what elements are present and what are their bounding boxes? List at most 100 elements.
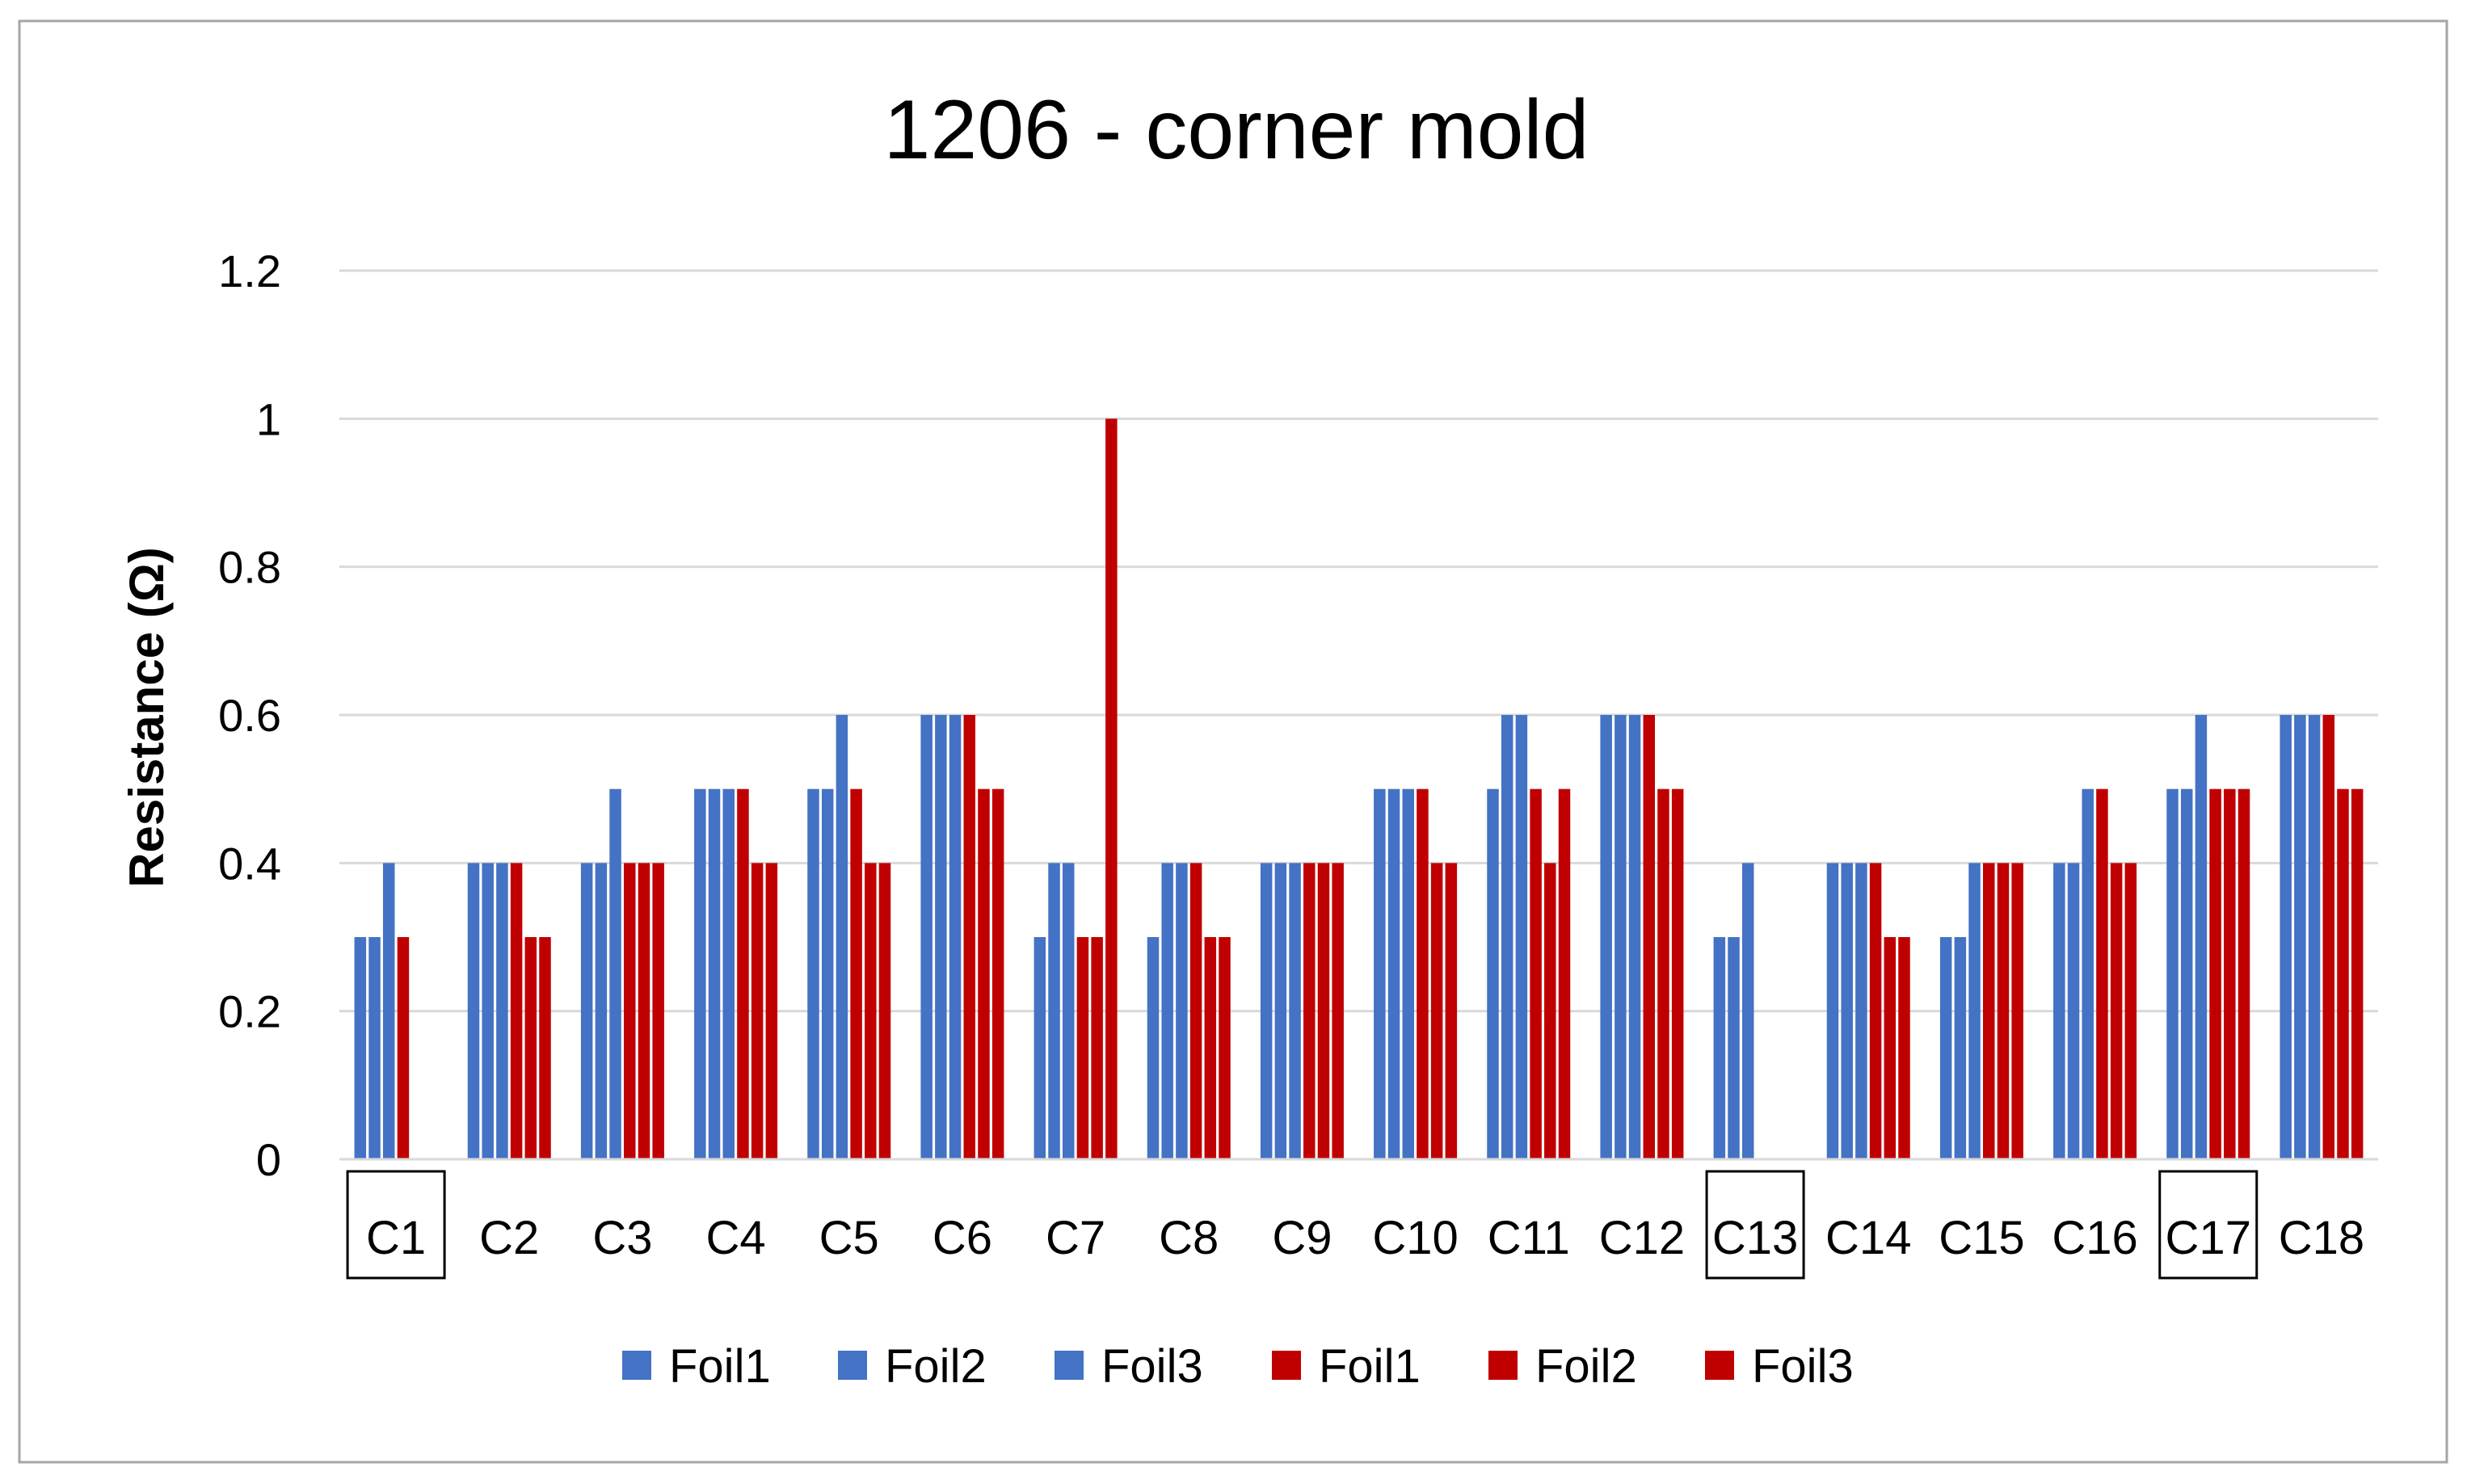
- bar-c12-series-2: [1614, 715, 1627, 1159]
- x-category-label: C6: [932, 1212, 992, 1264]
- bar-c15-series-5: [1997, 863, 2010, 1159]
- bar-c12-series-3: [1628, 715, 1641, 1159]
- bar-c10-series-4: [1417, 788, 1429, 1159]
- x-category-label: C17: [2166, 1212, 2251, 1264]
- bar-c13-series-3: [1741, 863, 1754, 1159]
- category-highlight-box: [346, 1170, 446, 1280]
- x-axis-categories: C1 C2 C3 C4 C5 C6 C7 C8 C9 C10 C11 C12 C13 C14 C15 C16 C…: [346, 1170, 2364, 1280]
- bar-c3-series-4: [624, 863, 636, 1159]
- x-category-label: C7: [1046, 1212, 1105, 1264]
- bar-c13-series-2: [1728, 937, 1740, 1159]
- bar-c2-series-6: [539, 937, 551, 1159]
- legend-label: Foil1: [1319, 1340, 1421, 1393]
- bar-c18-series-6: [2351, 788, 2364, 1159]
- x-category-label: C18: [2279, 1212, 2364, 1264]
- y-tick-label: 0.6: [218, 690, 281, 741]
- chart-border: [18, 19, 2448, 1464]
- bar-c2-series-4: [510, 863, 523, 1159]
- bar-c12-series-5: [1657, 788, 1669, 1159]
- y-axis-label: Resistance (Ω): [120, 547, 174, 888]
- bar-c1-series-3: [382, 863, 395, 1159]
- y-tick-label: 0.4: [218, 838, 281, 889]
- bar-c6-series-3: [949, 715, 962, 1159]
- bar-c11-series-4: [1530, 788, 1542, 1159]
- bar-c18-series-1: [2280, 715, 2292, 1159]
- bar-c14-series-3: [1855, 863, 1867, 1159]
- bar-c18-series-3: [2308, 715, 2321, 1159]
- bar-c9-series-3: [1289, 863, 1301, 1159]
- bar-c16-series-6: [2124, 863, 2137, 1159]
- category-highlight-box: [1705, 1170, 1805, 1280]
- legend-swatch: [1488, 1351, 1518, 1380]
- bar-c10-series-3: [1402, 788, 1414, 1159]
- bar-c11-series-5: [1544, 863, 1556, 1159]
- category-highlight-box: [2158, 1170, 2259, 1280]
- bar-c6-series-4: [963, 715, 976, 1159]
- bar-c12-series-1: [1600, 715, 1612, 1159]
- bar-c15-series-6: [2011, 863, 2023, 1159]
- bar-c1-series-2: [368, 937, 381, 1159]
- x-category-label: C13: [1712, 1212, 1798, 1264]
- bar-c8-series-4: [1189, 863, 1202, 1159]
- bar-c6-series-5: [978, 788, 990, 1159]
- legend: Foil1 Foil2 Foil3 Foil1 Foil2 Foil3: [622, 1340, 1854, 1393]
- bar-c4-series-5: [751, 863, 764, 1159]
- bar-c5-series-5: [865, 863, 877, 1159]
- bar-c10-series-5: [1430, 863, 1443, 1159]
- bar-c9-series-1: [1260, 863, 1273, 1159]
- bar-c7-series-2: [1048, 863, 1060, 1159]
- bar-c17-series-3: [2195, 715, 2208, 1159]
- y-tick-label: 1.2: [218, 246, 281, 296]
- bar-c16-series-3: [2082, 788, 2094, 1159]
- y-tick-label: 1: [256, 393, 281, 444]
- x-category-label: C12: [1599, 1212, 1685, 1264]
- bar-c7-series-6: [1105, 418, 1118, 1159]
- bar-c11-series-3: [1515, 715, 1528, 1159]
- bars: [354, 418, 2364, 1159]
- bar-c13-series-1: [1713, 937, 1726, 1159]
- bar-c2-series-1: [467, 863, 480, 1159]
- x-category-label: C11: [1488, 1212, 1570, 1264]
- bar-c14-series-1: [1826, 863, 1839, 1159]
- bar-c1-series-4: [397, 937, 410, 1159]
- bar-c8-series-6: [1219, 937, 1231, 1159]
- bar-c10-series-1: [1374, 788, 1386, 1159]
- bar-c15-series-2: [1954, 937, 1967, 1159]
- x-category-label: C2: [479, 1212, 539, 1264]
- legend-swatch: [1055, 1351, 1084, 1380]
- bar-c12-series-6: [1671, 788, 1684, 1159]
- legend-swatch: [622, 1351, 651, 1380]
- bar-c11-series-6: [1558, 788, 1571, 1159]
- bar-c9-series-2: [1274, 863, 1287, 1159]
- bar-c17-series-4: [2209, 788, 2221, 1159]
- legend-label: Foil3: [1752, 1340, 1854, 1393]
- x-category-label: C5: [819, 1212, 879, 1264]
- bar-c5-series-4: [850, 788, 862, 1159]
- bar-c15-series-4: [1983, 863, 1995, 1159]
- bar-c18-series-5: [2337, 788, 2349, 1159]
- gridlines: [339, 269, 2378, 1013]
- bar-c3-series-5: [638, 863, 650, 1159]
- bar-c17-series-6: [2238, 788, 2250, 1159]
- x-category-label: C9: [1272, 1212, 1332, 1264]
- x-category-label: C16: [2052, 1212, 2137, 1264]
- x-category-label: C3: [592, 1212, 652, 1264]
- bar-c18-series-4: [2322, 715, 2335, 1159]
- bar-c18-series-2: [2294, 715, 2306, 1159]
- y-axis-ticks: 0 0.2 0.4 0.6 0.8 1 1.2: [218, 246, 281, 1185]
- bar-c7-series-1: [1034, 937, 1046, 1159]
- bar-c17-series-5: [2224, 788, 2236, 1159]
- bar-c3-series-2: [595, 863, 608, 1159]
- bar-c9-series-5: [1317, 863, 1330, 1159]
- chart-title: 1206 - corner mold: [884, 83, 1589, 177]
- bar-c14-series-6: [1898, 937, 1910, 1159]
- bar-c9-series-4: [1303, 863, 1316, 1159]
- bar-c7-series-5: [1091, 937, 1103, 1159]
- bar-c3-series-1: [580, 863, 593, 1159]
- bar-c3-series-3: [609, 788, 621, 1159]
- legend-label: Foil2: [1535, 1340, 1637, 1393]
- x-category-label: C10: [1372, 1212, 1458, 1264]
- x-category-label: C1: [366, 1212, 426, 1264]
- bar-c8-series-3: [1176, 863, 1188, 1159]
- legend-label: Foil1: [669, 1340, 771, 1393]
